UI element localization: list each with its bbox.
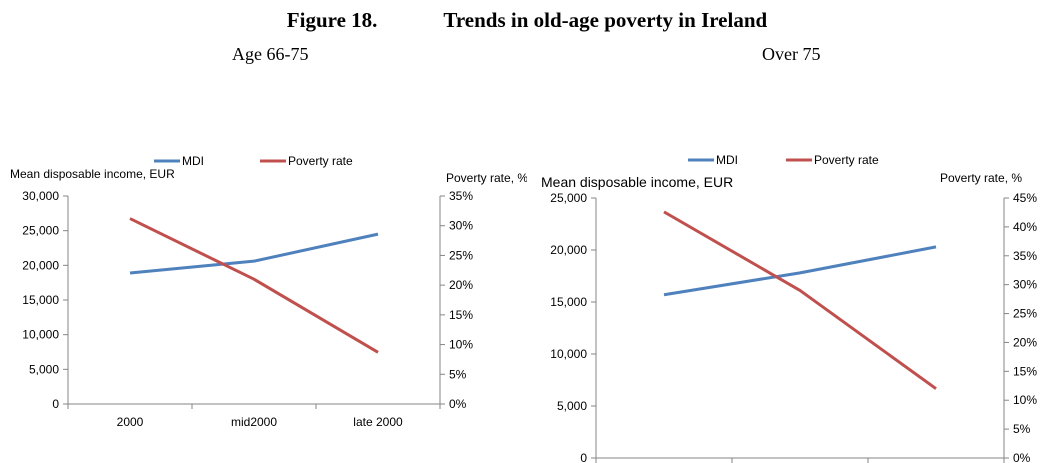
right-tick-label: 20% xyxy=(1013,335,1037,349)
left-tick-label: 5,000 xyxy=(557,399,587,413)
right-tick-label: 35% xyxy=(1013,249,1037,263)
right-tick-label: 20% xyxy=(449,278,473,292)
left-tick-label: 10,000 xyxy=(22,328,59,342)
chart-title-over-75: Over 75 xyxy=(762,44,821,64)
left-tick-label: 20,000 xyxy=(550,243,587,257)
right-tick-label: 35% xyxy=(449,189,473,203)
left-axis-title: Mean disposable income, EUR xyxy=(10,167,175,181)
legend-label: Poverty rate xyxy=(814,153,879,167)
legend-label: MDI xyxy=(182,154,204,168)
right-axis-title: Poverty rate, % xyxy=(446,171,527,185)
right-tick-label: 5% xyxy=(1013,422,1031,436)
right-tick-label: 5% xyxy=(449,367,467,381)
left-tick-label: 0 xyxy=(52,397,59,411)
mdi-series-line xyxy=(129,232,379,275)
x-tick-label: mid2000 xyxy=(231,415,277,429)
right-tick-label: 15% xyxy=(1013,364,1037,378)
left-tick-label: 30,000 xyxy=(22,189,59,203)
chart-over-75: 0 5,000 10,000 15,000 20,000 25,000 0% 5% 10% 15%… xyxy=(541,153,1037,463)
figure-title-text: Trends in old-age poverty in Ireland xyxy=(443,8,768,32)
left-tick-label: 15,000 xyxy=(22,293,59,307)
poverty-rate-series-line xyxy=(129,217,379,354)
right-tick-label: 45% xyxy=(1013,191,1037,205)
right-tick-label: 10% xyxy=(449,338,473,352)
right-tick-label: 0% xyxy=(449,397,467,411)
right-tick-label: 30% xyxy=(449,219,473,233)
chart-title-age-66-75: Age 66-75 xyxy=(232,44,309,64)
right-tick-label: 10% xyxy=(1013,393,1037,407)
chart-age-66-75: 0 5,000 10,000 15,000 20,000 25,000 30,000 0% 5%… xyxy=(10,154,527,429)
right-tick-label: 15% xyxy=(449,308,473,322)
left-tick-label: 5,000 xyxy=(29,362,59,376)
figure-title: Figure 18. Trends in old-age poverty in I… xyxy=(0,8,1054,33)
left-tick-label: 25,000 xyxy=(22,224,59,238)
mdi-series-line xyxy=(663,245,937,297)
right-tick-label: 40% xyxy=(1013,220,1037,234)
legend-label: MDI xyxy=(716,153,738,167)
right-tick-label: 0% xyxy=(1013,451,1031,463)
right-tick-label: 30% xyxy=(1013,278,1037,292)
legend-label: Poverty rate xyxy=(288,154,353,168)
x-tick-label: late 2000 xyxy=(353,415,403,429)
left-tick-label: 10,000 xyxy=(550,347,587,361)
right-tick-label: 25% xyxy=(449,248,473,262)
left-tick-label: 25,000 xyxy=(550,191,587,205)
right-axis-title: Poverty rate, % xyxy=(940,171,1022,185)
left-tick-label: 15,000 xyxy=(550,295,587,309)
right-tick-label: 25% xyxy=(1013,307,1037,321)
left-tick-label: 20,000 xyxy=(22,258,59,272)
poverty-rate-series-line xyxy=(663,210,937,390)
left-tick-label: 0 xyxy=(580,451,587,463)
left-axis-title: Mean disposable income, EUR xyxy=(541,174,733,190)
x-tick-label: 2000 xyxy=(117,415,144,429)
figure-number: Figure 18. xyxy=(286,8,378,32)
